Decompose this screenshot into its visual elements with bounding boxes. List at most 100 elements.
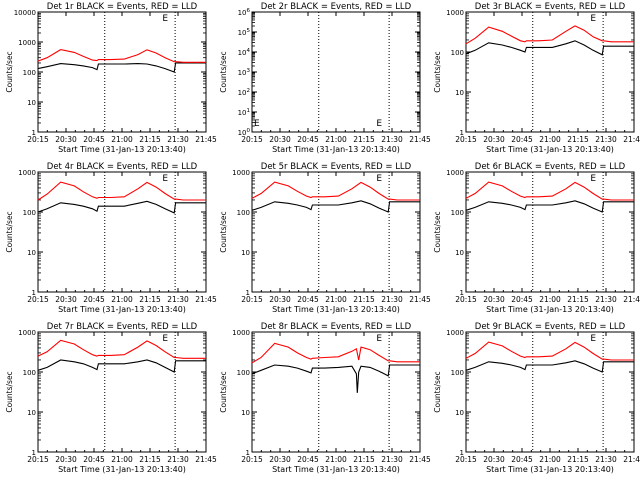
y-tick-label: 1 xyxy=(32,129,36,137)
e-annotation: E xyxy=(162,174,168,184)
chart-title: Det 1r BLACK = Events, RED = LLD xyxy=(47,2,198,12)
x-tick-label: 20:30 xyxy=(55,135,77,144)
x-tick-label: 20:15 xyxy=(27,295,49,304)
x-tick-label: 20:15 xyxy=(241,135,263,144)
e-annotation: E xyxy=(162,334,168,344)
x-tick-label: 21:00 xyxy=(111,135,133,144)
x-axis-label: Start Time (31-Jan-13 20:13:40) xyxy=(58,465,186,474)
y-tick-label: 105 xyxy=(238,28,251,37)
x-tick-label: 21:00 xyxy=(539,135,561,144)
y-tick-label: 10 xyxy=(27,409,36,417)
y-axis-label: Counts/sec xyxy=(219,371,228,412)
y-axis-label: Counts/sec xyxy=(5,51,14,92)
x-tick-label: 21:15 xyxy=(139,455,161,464)
plot-frame xyxy=(465,11,635,133)
e-annotation: E xyxy=(590,174,596,184)
x-tick-label: 20:15 xyxy=(241,295,263,304)
series-events-line xyxy=(465,200,634,213)
plot-frame xyxy=(465,331,635,453)
x-tick-label: 20:15 xyxy=(27,455,49,464)
x-tick-label: 21:45 xyxy=(195,455,217,464)
series-events-line xyxy=(465,40,634,56)
x-tick-label: 21:45 xyxy=(409,295,431,304)
y-tick-label: 10 xyxy=(241,409,250,417)
series-lld-line xyxy=(37,181,206,201)
x-tick-label: 21:30 xyxy=(381,455,403,464)
x-tick-label: 20:15 xyxy=(27,135,49,144)
y-tick-label: 1 xyxy=(246,289,250,297)
x-tick-label: 20:45 xyxy=(511,135,533,144)
x-tick-label: 20:30 xyxy=(55,455,77,464)
series-lld-line xyxy=(251,342,420,364)
plot-frame xyxy=(37,171,207,293)
x-tick-label: 21:45 xyxy=(409,135,431,144)
x-axis-label: Start Time (31-Jan-13 20:13:40) xyxy=(486,305,614,314)
x-tick-label: 21:15 xyxy=(567,135,589,144)
y-tick-label: 102 xyxy=(238,88,250,97)
x-tick-label: 21:15 xyxy=(139,295,161,304)
chart-panel-9: Det 9r BLACK = Events, RED = LLD 20:15 20:… xyxy=(433,322,640,474)
y-tick-label: 10000 xyxy=(14,9,36,17)
x-tick-label: 21:15 xyxy=(567,295,589,304)
y-tick-label: 10 xyxy=(27,249,36,257)
chart-title: Det 3r BLACK = Events, RED = LLD xyxy=(475,2,626,12)
x-tick-label: 21:15 xyxy=(567,455,589,464)
x-tick-label: 21:45 xyxy=(623,455,640,464)
x-tick-label: 20:30 xyxy=(483,135,505,144)
y-tick-label: 10 xyxy=(27,99,36,107)
x-tick-label: 21:00 xyxy=(539,295,561,304)
x-tick-label: 20:30 xyxy=(483,455,505,464)
chart-panel-4: Det 4r BLACK = Events, RED = LLD 20:15 20:… xyxy=(5,162,217,314)
x-tick-label: 21:30 xyxy=(595,295,617,304)
x-tick-label: 20:30 xyxy=(55,295,77,304)
series-lld-line xyxy=(37,49,206,63)
x-tick-label: 20:45 xyxy=(297,295,319,304)
x-tick-label: 20:30 xyxy=(483,295,505,304)
x-axis-label: Start Time (31-Jan-13 20:13:40) xyxy=(272,145,400,154)
series-lld-line xyxy=(465,181,634,201)
chart-title: Det 8r BLACK = Events, RED = LLD xyxy=(261,322,412,332)
chart-panel-5: Det 5r BLACK = Events, RED = LLD 20:15 20:… xyxy=(219,162,431,314)
y-axis-label: Counts/sec xyxy=(433,371,442,412)
y-tick-label: 1 xyxy=(460,289,464,297)
y-tick-label: 1000 xyxy=(232,329,250,337)
y-tick-label: 10 xyxy=(455,409,464,417)
y-tick-label: 1 xyxy=(246,449,250,457)
y-tick-label: 1000 xyxy=(232,169,250,177)
chart-title: Det 2r BLACK = Events, RED = LLD xyxy=(261,2,412,12)
series-lld-line xyxy=(37,339,206,359)
chart-title: Det 4r BLACK = Events, RED = LLD xyxy=(47,162,198,172)
x-tick-label: 21:30 xyxy=(381,135,403,144)
e-annotation: E xyxy=(376,334,382,344)
e-annotation: E xyxy=(590,334,596,344)
y-tick-label: 1000 xyxy=(446,9,464,17)
plot-frame xyxy=(251,331,421,453)
plot-frame xyxy=(251,171,421,293)
x-tick-label: 21:15 xyxy=(139,135,161,144)
x-tick-label: 21:30 xyxy=(167,295,189,304)
x-tick-label: 20:15 xyxy=(455,455,477,464)
x-tick-label: 21:30 xyxy=(595,455,617,464)
y-tick-label: 1000 xyxy=(446,169,464,177)
series-lld-line xyxy=(251,181,420,201)
plot-frame xyxy=(37,11,207,133)
series-events-line xyxy=(465,360,634,373)
y-tick-label: 103 xyxy=(238,68,251,77)
x-axis-label: Start Time (31-Jan-13 20:13:40) xyxy=(272,465,400,474)
x-tick-label: 21:00 xyxy=(325,455,347,464)
y-tick-label: 1 xyxy=(460,129,464,137)
y-tick-label: 100 xyxy=(237,369,250,377)
y-tick-label: 106 xyxy=(238,8,251,17)
x-tick-label: 21:00 xyxy=(325,135,347,144)
y-tick-label: 100 xyxy=(451,369,464,377)
y-axis-label: Counts/sec xyxy=(433,51,442,92)
x-axis-label: Start Time (31-Jan-13 20:13:40) xyxy=(272,305,400,314)
x-tick-label: 21:00 xyxy=(111,295,133,304)
x-tick-label: 21:00 xyxy=(325,295,347,304)
e-annotation: E xyxy=(590,14,596,24)
y-tick-label: 10 xyxy=(455,89,464,97)
plot-frame xyxy=(37,331,207,453)
y-tick-label: 1000 xyxy=(446,329,464,337)
x-tick-label: 20:15 xyxy=(455,135,477,144)
